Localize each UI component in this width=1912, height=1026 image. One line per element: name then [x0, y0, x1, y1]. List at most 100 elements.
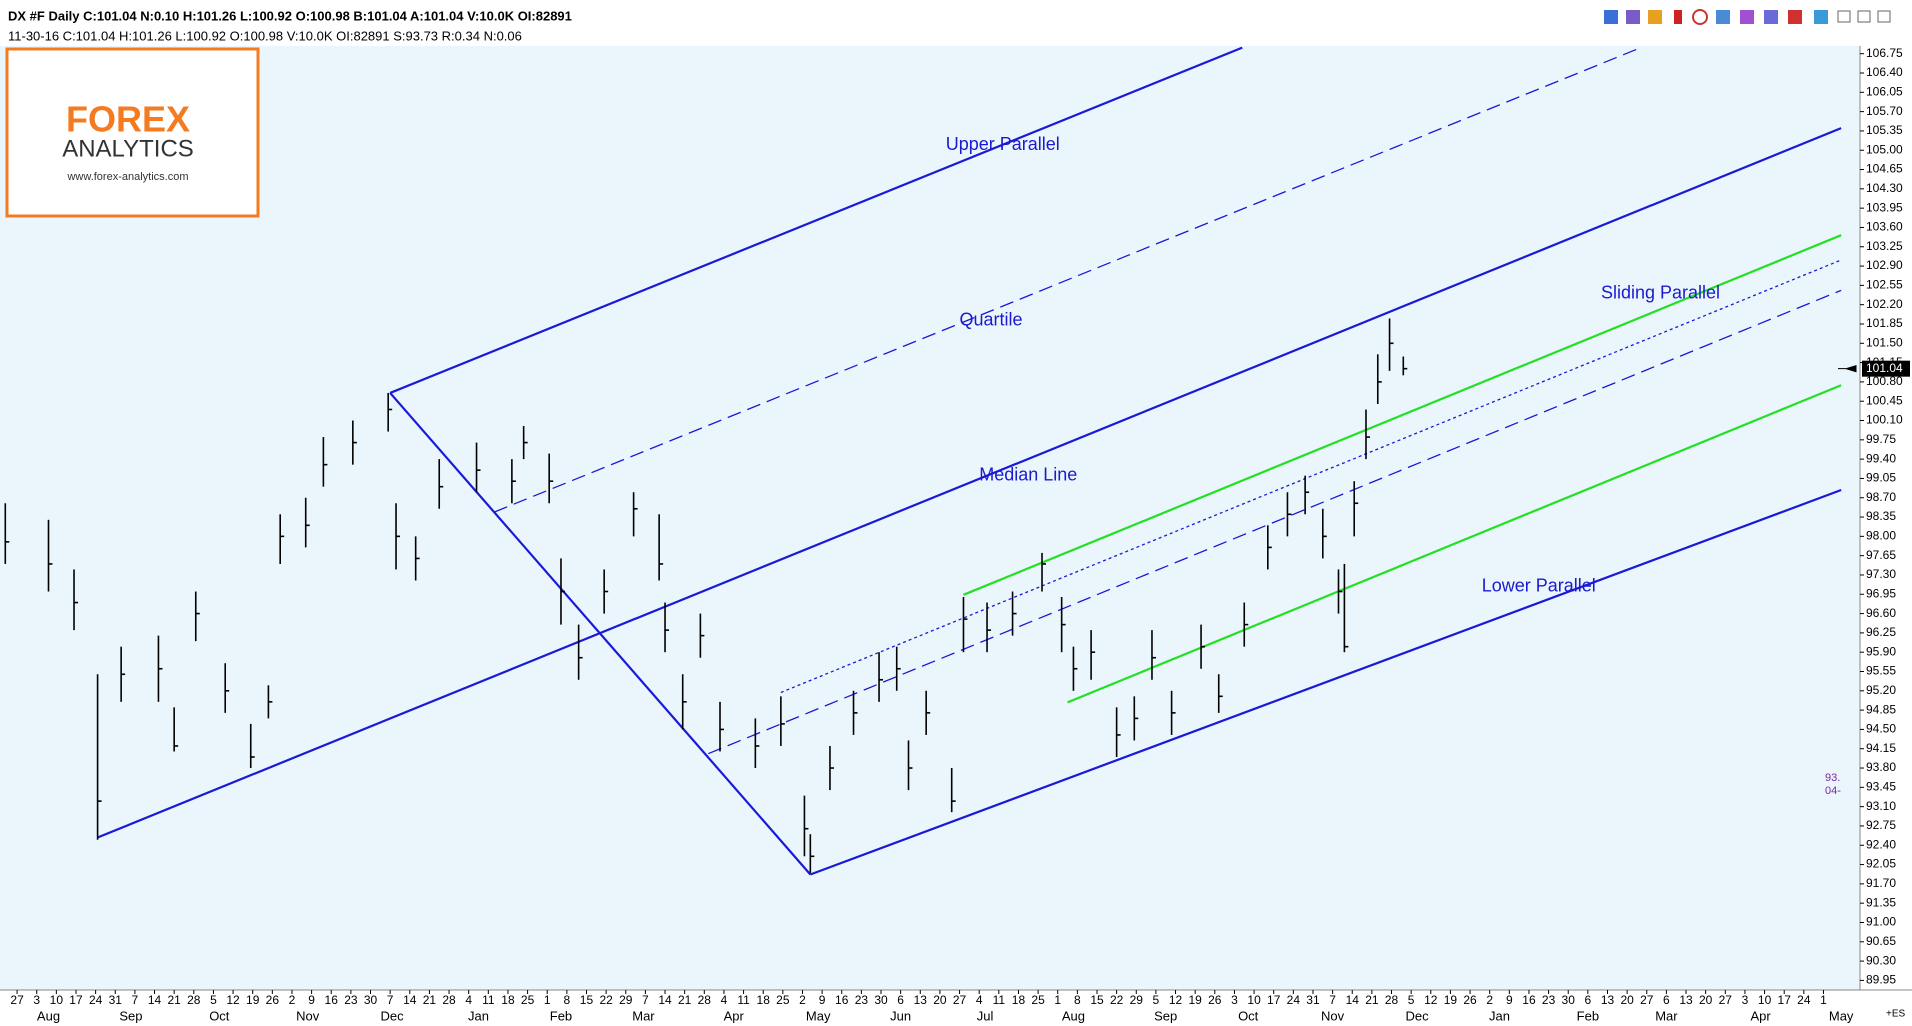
- tool-icon[interactable]: [1814, 10, 1828, 24]
- x-tick-label: 17: [1267, 993, 1281, 1007]
- annotation: Upper Parallel: [946, 134, 1060, 154]
- x-tick-label: 2: [1486, 993, 1493, 1007]
- x-tick-label: 24: [89, 993, 103, 1007]
- y-tick-label: 90.65: [1866, 934, 1896, 948]
- y-tick-label: 95.55: [1866, 664, 1896, 678]
- toolbar[interactable]: [1604, 9, 1891, 25]
- header-line: 11-30-16 C:101.04 H:101.26 L:100.92 O:10…: [8, 28, 522, 43]
- y-tick-label: 102.90: [1866, 258, 1903, 272]
- month-label: Mar: [1655, 1008, 1678, 1023]
- x-tick-label: 21: [1365, 993, 1379, 1007]
- trend-line: [780, 259, 1842, 694]
- x-tick-label: 20: [1620, 993, 1634, 1007]
- x-tick-label: 4: [465, 993, 472, 1007]
- x-tick-label: 6: [1585, 993, 1592, 1007]
- x-tick-label: 30: [874, 993, 888, 1007]
- x-tick-label: 23: [344, 993, 358, 1007]
- x-tick-label: 19: [1444, 993, 1458, 1007]
- tool-icon[interactable]: [1648, 10, 1662, 24]
- x-tick-label: 5: [210, 993, 217, 1007]
- x-tick-label: 16: [835, 993, 849, 1007]
- x-tick-label: 5: [1153, 993, 1160, 1007]
- annotation: Sliding Parallel: [1601, 282, 1720, 302]
- logo-brand: FOREX: [66, 99, 190, 140]
- logo-url: www.forex-analytics.com: [66, 171, 188, 183]
- y-tick-label: 95.20: [1866, 683, 1896, 697]
- tool-icon[interactable]: [1604, 10, 1618, 24]
- y-tick-label: 106.05: [1866, 84, 1903, 98]
- x-tick-label: 20: [933, 993, 947, 1007]
- x-tick-label: 12: [1424, 993, 1438, 1007]
- window-button[interactable]: [1837, 10, 1851, 23]
- trend-line: [97, 127, 1842, 839]
- x-tick-label: 18: [757, 993, 771, 1007]
- x-tick-label: 27: [1640, 993, 1654, 1007]
- month-label: Nov: [296, 1008, 320, 1023]
- x-tick-label: 4: [976, 993, 983, 1007]
- tool-icon[interactable]: [1692, 9, 1708, 25]
- month-label: Jun: [890, 1008, 911, 1023]
- x-tick-label: 25: [776, 993, 790, 1007]
- trend-line: [1067, 384, 1842, 704]
- y-tick-label: 93.10: [1866, 799, 1896, 813]
- x-tick-label: 27: [1719, 993, 1733, 1007]
- y-tick-label: 92.75: [1866, 818, 1896, 832]
- tool-icon[interactable]: [1788, 10, 1802, 24]
- x-tick-label: 16: [325, 993, 339, 1007]
- x-tick-label: 12: [226, 993, 240, 1007]
- y-tick-label: 92.40: [1866, 837, 1896, 851]
- x-tick-label: 9: [819, 993, 826, 1007]
- x-tick-label: 25: [521, 993, 535, 1007]
- month-label: Jan: [468, 1008, 489, 1023]
- y-tick-label: 100.10: [1866, 413, 1903, 427]
- tool-icon[interactable]: [1764, 10, 1778, 24]
- y-tick-label: 104.30: [1866, 181, 1903, 195]
- y-tick-label: 96.25: [1866, 625, 1896, 639]
- month-label: Dec: [1405, 1008, 1429, 1023]
- corner-label: +ES: [1886, 1009, 1906, 1020]
- x-tick-label: 11: [993, 993, 1006, 1007]
- x-tick-label: 19: [1188, 993, 1202, 1007]
- window-button[interactable]: [1877, 10, 1891, 23]
- x-tick-label: 27: [953, 993, 967, 1007]
- month-label: Feb: [1577, 1008, 1599, 1023]
- x-tick-label: 1: [1820, 993, 1827, 1007]
- x-tick-label: 3: [1231, 993, 1238, 1007]
- tool-icon[interactable]: [1740, 10, 1754, 24]
- month-label: Oct: [209, 1008, 230, 1023]
- x-tick-label: 18: [501, 993, 515, 1007]
- y-tick-label: 96.60: [1866, 606, 1896, 620]
- y-tick-label: 99.40: [1866, 451, 1896, 465]
- y-tick-label: 100.80: [1866, 374, 1903, 388]
- x-tick-label: 21: [423, 993, 437, 1007]
- tool-icon[interactable]: [1716, 10, 1730, 24]
- x-tick-label: 18: [1012, 993, 1026, 1007]
- x-tick-label: 31: [109, 993, 123, 1007]
- y-tick-label: 103.25: [1866, 239, 1903, 253]
- y-tick-label: 103.95: [1866, 200, 1903, 214]
- y-tick-label: 89.95: [1866, 973, 1896, 987]
- x-tick-label: 7: [1329, 993, 1336, 1007]
- y-tick-label: 97.65: [1866, 548, 1896, 562]
- y-tick-label: 104.65: [1866, 162, 1903, 176]
- y-tick-label: 92.05: [1866, 857, 1896, 871]
- window-button[interactable]: [1857, 10, 1871, 23]
- x-tick-label: 25: [1031, 993, 1045, 1007]
- x-tick-label: 23: [855, 993, 869, 1007]
- tool-icon[interactable]: [1674, 10, 1682, 24]
- month-label: Sep: [1154, 1008, 1177, 1023]
- month-label: Jul: [977, 1008, 994, 1023]
- x-tick-label: 21: [167, 993, 181, 1007]
- y-tick-label: 91.35: [1866, 895, 1896, 909]
- x-tick-label: 28: [698, 993, 712, 1007]
- x-tick-label: 22: [599, 993, 613, 1007]
- plot: [4, 46, 1842, 876]
- tool-icon[interactable]: [1626, 10, 1640, 24]
- x-tick-label: 24: [1797, 993, 1811, 1007]
- month-label: Oct: [1238, 1008, 1259, 1023]
- trend-line: [809, 488, 1842, 876]
- x-tick-label: 13: [1601, 993, 1615, 1007]
- y-tick-label: 95.90: [1866, 644, 1896, 658]
- y-tick-label: 99.75: [1866, 432, 1896, 446]
- header-line: DX #F Daily C:101.04 N:0.10 H:101.26 L:1…: [8, 8, 572, 23]
